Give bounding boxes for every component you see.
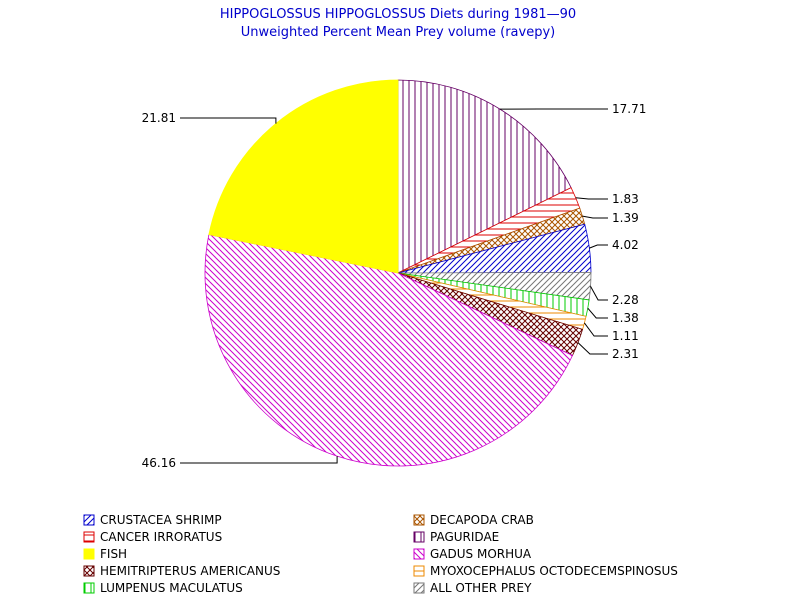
pie-slice-gadus-morhua (204, 234, 574, 467)
leader-line-all-other-prey (590, 285, 608, 301)
legend-label-paguridae: PAGURIDAE (430, 530, 499, 544)
legend-label-myoxocephalus-octodecemspinosus: MYOXOCEPHALUS OCTODECEMSPINOSUS (430, 564, 678, 578)
chart-title: HIPPOGLOSSUS HIPPOGLOSSUS Diets during 1… (220, 7, 576, 22)
legend-label-all-other-prey: ALL OTHER PREY (430, 581, 532, 595)
legend-label-fish: FISH (100, 547, 127, 561)
leader-line-crustacea-shrimp (589, 244, 608, 249)
legend-label-decapoda-crab: DECAPODA CRAB (430, 513, 534, 527)
value-label-decapoda-crab: 1.39 (612, 211, 639, 225)
legend-swatch-decapoda-crab (413, 514, 425, 526)
legend-label-hemitripterus-americanus: HEMITRIPTERUS AMERICANUS (100, 564, 280, 578)
legend-swatch-lumpenus-maculatus (83, 582, 95, 594)
legend-swatch-crustacea-shrimp (83, 514, 95, 526)
legend-swatch-cancer-irroratus (83, 531, 95, 543)
value-label-gadus-morhua: 46.16 (142, 456, 176, 470)
legend-swatch-fish (83, 548, 95, 560)
chart-subtitle: Unweighted Percent Mean Prey volume (rav… (241, 25, 555, 40)
legend-swatch-hemitripterus-americanus (83, 565, 95, 577)
pie-slice-fish (208, 79, 399, 274)
legend-swatch-myoxocephalus-octodecemspinosus (413, 565, 425, 577)
value-label-fish: 21.81 (142, 111, 176, 125)
value-label-lumpenus-maculatus: 1.38 (612, 311, 639, 325)
pie-slice-paguridae (397, 79, 572, 274)
value-label-myoxocephalus-octodecemspinosus: 1.11 (612, 329, 639, 343)
leader-line-myoxocephalus-octodecemspinosus (583, 322, 608, 337)
legend-swatch-all-other-prey (413, 582, 425, 594)
value-label-hemitripterus-americanus: 2.31 (612, 347, 639, 361)
pie-slices (204, 79, 592, 467)
value-label-cancer-irroratus: 1.83 (612, 192, 639, 206)
legend: CRUSTACEA SHRIMP DECAPODA CRAB CANCER IRRO… (83, 513, 678, 595)
value-label-crustacea-shrimp: 4.02 (612, 238, 639, 252)
leader-line-decapoda-crab (582, 215, 608, 219)
legend-swatch-gadus-morhua (413, 548, 425, 560)
leader-line-cancer-irroratus (575, 197, 608, 200)
legend-label-cancer-irroratus: CANCER IRRORATUS (100, 530, 222, 544)
value-label-paguridae: 17.71 (612, 102, 646, 116)
leader-line-lumpenus-maculatus (587, 307, 608, 319)
leader-line-fish (180, 117, 277, 124)
value-label-all-other-prey: 2.28 (612, 293, 639, 307)
leader-line-gadus-morhua (180, 456, 338, 464)
legend-label-gadus-morhua: GADUS MORHUA (430, 547, 532, 561)
leader-line-hemitripterus-americanus (577, 342, 608, 355)
legend-swatch-paguridae (413, 531, 425, 543)
slice-labels: 17.71 1.83 1.39 4.02 2.28 1.38 1.11 2.31 46.16 21… (142, 102, 647, 470)
legend-label-lumpenus-maculatus: LUMPENUS MACULATUS (100, 581, 243, 595)
legend-label-crustacea-shrimp: CRUSTACEA SHRIMP (100, 513, 222, 527)
